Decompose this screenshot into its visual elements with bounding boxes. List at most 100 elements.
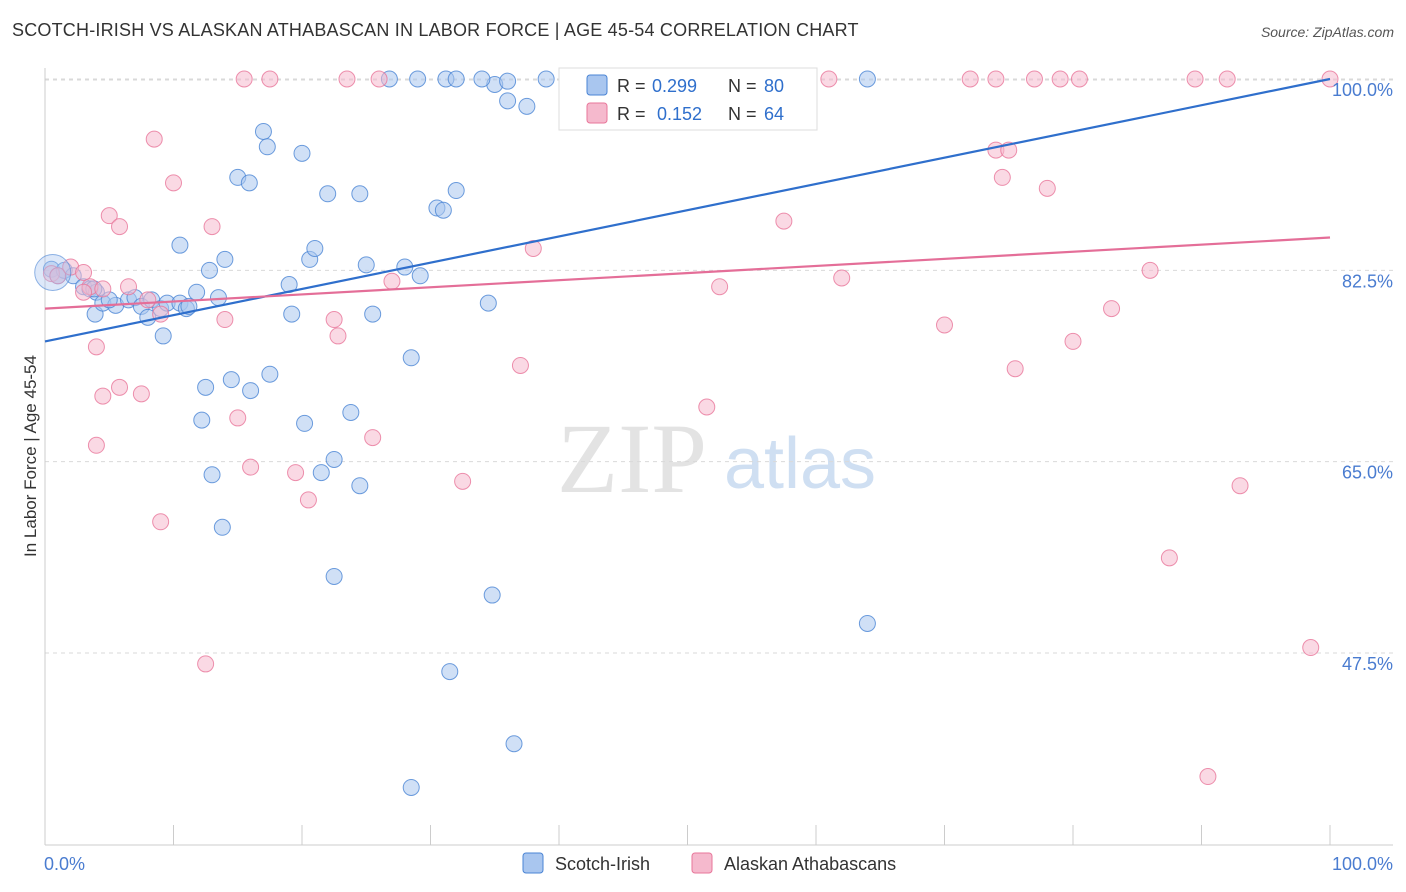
point-alaskan-athabascans-23: [287, 464, 305, 482]
point-alaskan-athabascans-12: [145, 130, 163, 148]
point-alaskan-athabascans-27: [364, 429, 382, 447]
point-scotch-irish-52: [242, 382, 260, 400]
point-scotch-irish-23: [188, 283, 206, 301]
point-alaskan-athabascans-34: [698, 398, 716, 416]
chart-title: SCOTCH-IRISH VS ALASKAN ATHABASCAN IN LA…: [12, 20, 859, 40]
point-alaskan-athabascans-28: [383, 272, 401, 290]
point-scotch-irish-73: [447, 70, 465, 88]
y-tick-label-2: 82.5%: [1342, 271, 1393, 291]
point-scotch-irish-48: [499, 92, 517, 110]
point-scotch-irish-46: [447, 182, 465, 200]
point-alaskan-athabascans-32: [152, 513, 170, 531]
point-scotch-irish-40: [364, 305, 382, 323]
point-alaskan-athabascans-45: [1103, 300, 1121, 318]
point-alaskan-athabascans-8: [139, 291, 157, 309]
point-scotch-irish-33: [283, 305, 301, 323]
point-alaskan-athabascans-58: [987, 70, 1005, 88]
point-scotch-irish-38: [351, 185, 369, 203]
point-scotch-irish-36: [306, 239, 324, 257]
point-alaskan-athabascans-18: [111, 378, 129, 396]
point-alaskan-athabascans-13: [165, 174, 182, 192]
point-scotch-irish-62: [325, 567, 343, 585]
point-scotch-irish-39: [357, 256, 375, 274]
point-alaskan-athabascans-7: [120, 278, 138, 296]
point-alaskan-athabascans-3: [75, 264, 93, 282]
trend-line-alaskan-athabascans: [44, 236, 1331, 310]
point-alaskan-athabascans-59: [1025, 70, 1043, 88]
point-alaskan-athabascans-51: [235, 70, 253, 88]
point-scotch-irish-55: [312, 464, 330, 482]
point-scotch-irish-59: [193, 411, 211, 429]
series-legend: Scotch-Irish Alaskan Athabascans: [522, 852, 896, 874]
point-alaskan-athabascans-50: [1302, 639, 1320, 657]
point-alaskan-athabascans-38: [936, 316, 953, 334]
point-alaskan-athabascans-54: [370, 70, 388, 88]
source-label: Source: ZipAtlas.com: [1260, 24, 1394, 40]
point-scotch-irish-30: [254, 122, 272, 140]
point-alaskan-athabascans-17: [94, 387, 112, 405]
legend-swatch-blue: [586, 74, 608, 96]
point-alaskan-athabascans-36: [775, 212, 793, 230]
point-scotch-irish-50: [197, 378, 215, 396]
point-alaskan-athabascans-21: [229, 409, 247, 427]
point-scotch-irish-45: [434, 201, 452, 219]
point-alaskan-athabascans-52: [261, 70, 279, 88]
axes: [44, 68, 1393, 846]
point-alaskan-athabascans-60: [1051, 70, 1069, 88]
x-tick-label-100: 100.0%: [1332, 854, 1393, 874]
point-alaskan-athabascans-53: [338, 70, 356, 88]
point-alaskan-athabascans-25: [325, 311, 343, 329]
x-tick-label-0: 0.0%: [44, 854, 85, 874]
point-alaskan-athabascans-14: [203, 218, 221, 236]
y-axis-label: In Labor Force | Age 45-54: [21, 355, 40, 557]
point-scotch-irish-49: [518, 97, 536, 115]
point-alaskan-athabascans-62: [1186, 70, 1204, 88]
point-alaskan-athabascans-40: [993, 168, 1011, 186]
point-alaskan-athabascans-61: [1070, 70, 1088, 88]
point-alaskan-athabascans-46: [1141, 261, 1159, 279]
point-scotch-irish-47: [479, 294, 497, 312]
series-legend-label-alaskan-athabascans: Alaskan Athabascans: [724, 854, 896, 874]
trend-lines: [44, 77, 1331, 343]
point-alaskan-athabascans-19: [132, 385, 150, 403]
point-alaskan-athabascans-16: [87, 338, 105, 356]
point-scotch-irish-71: [409, 70, 427, 88]
point-alaskan-athabascans-63: [1218, 70, 1236, 88]
point-scotch-irish-29: [240, 174, 258, 192]
r-label-pink: R =: [617, 104, 646, 124]
point-scotch-irish-22: [154, 327, 172, 345]
r-value-pink: 0.152: [657, 104, 702, 124]
point-scotch-irish-65: [505, 735, 523, 753]
n-value-pink: 64: [764, 104, 784, 124]
series-legend-swatch-scotch-irish: [522, 852, 544, 874]
point-alaskan-athabascans-49: [1231, 477, 1249, 495]
r-value-blue: 0.299: [652, 76, 697, 96]
point-alaskan-athabascans-33: [197, 655, 215, 673]
point-alaskan-athabascans-44: [1064, 332, 1082, 350]
point-cluster-scotch-irish: [34, 254, 72, 292]
point-scotch-irish-43: [411, 267, 429, 285]
point-alaskan-athabascans-15: [216, 311, 234, 329]
point-alaskan-athabascans-10: [100, 207, 118, 225]
point-scotch-irish-61: [213, 518, 231, 536]
point-scotch-irish-66: [402, 778, 420, 796]
point-scotch-irish-64: [441, 663, 459, 681]
point-scotch-irish-67: [858, 614, 876, 632]
point-scotch-irish-51: [222, 371, 240, 389]
y-tick-labels: 47.5% 65.0% 82.5% 100.0%: [1332, 80, 1393, 674]
point-scotch-irish-42: [402, 349, 420, 367]
point-scotch-irish-75: [537, 70, 555, 88]
point-alaskan-athabascans-56: [820, 70, 838, 88]
point-scotch-irish-56: [325, 450, 343, 468]
n-label-pink: N =: [728, 104, 757, 124]
point-scotch-irish-34: [293, 144, 311, 162]
point-alaskan-athabascans-42: [1006, 360, 1024, 378]
stats-legend: R = 0.299 N = 80 R = 0.152 N = 64: [558, 67, 818, 131]
n-label-blue: N =: [728, 76, 757, 96]
point-alaskan-athabascans-29: [454, 472, 472, 490]
point-alaskan-athabascans-30: [511, 356, 529, 374]
point-scotch-irish-74: [473, 70, 491, 88]
point-scotch-irish-69: [499, 72, 517, 90]
point-alaskan-athabascans-11: [111, 218, 129, 236]
